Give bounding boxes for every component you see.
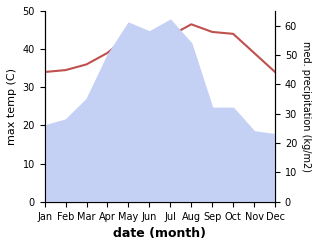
Y-axis label: max temp (C): max temp (C) [7,68,17,145]
Y-axis label: med. precipitation (kg/m2): med. precipitation (kg/m2) [301,41,311,172]
X-axis label: date (month): date (month) [113,227,206,240]
